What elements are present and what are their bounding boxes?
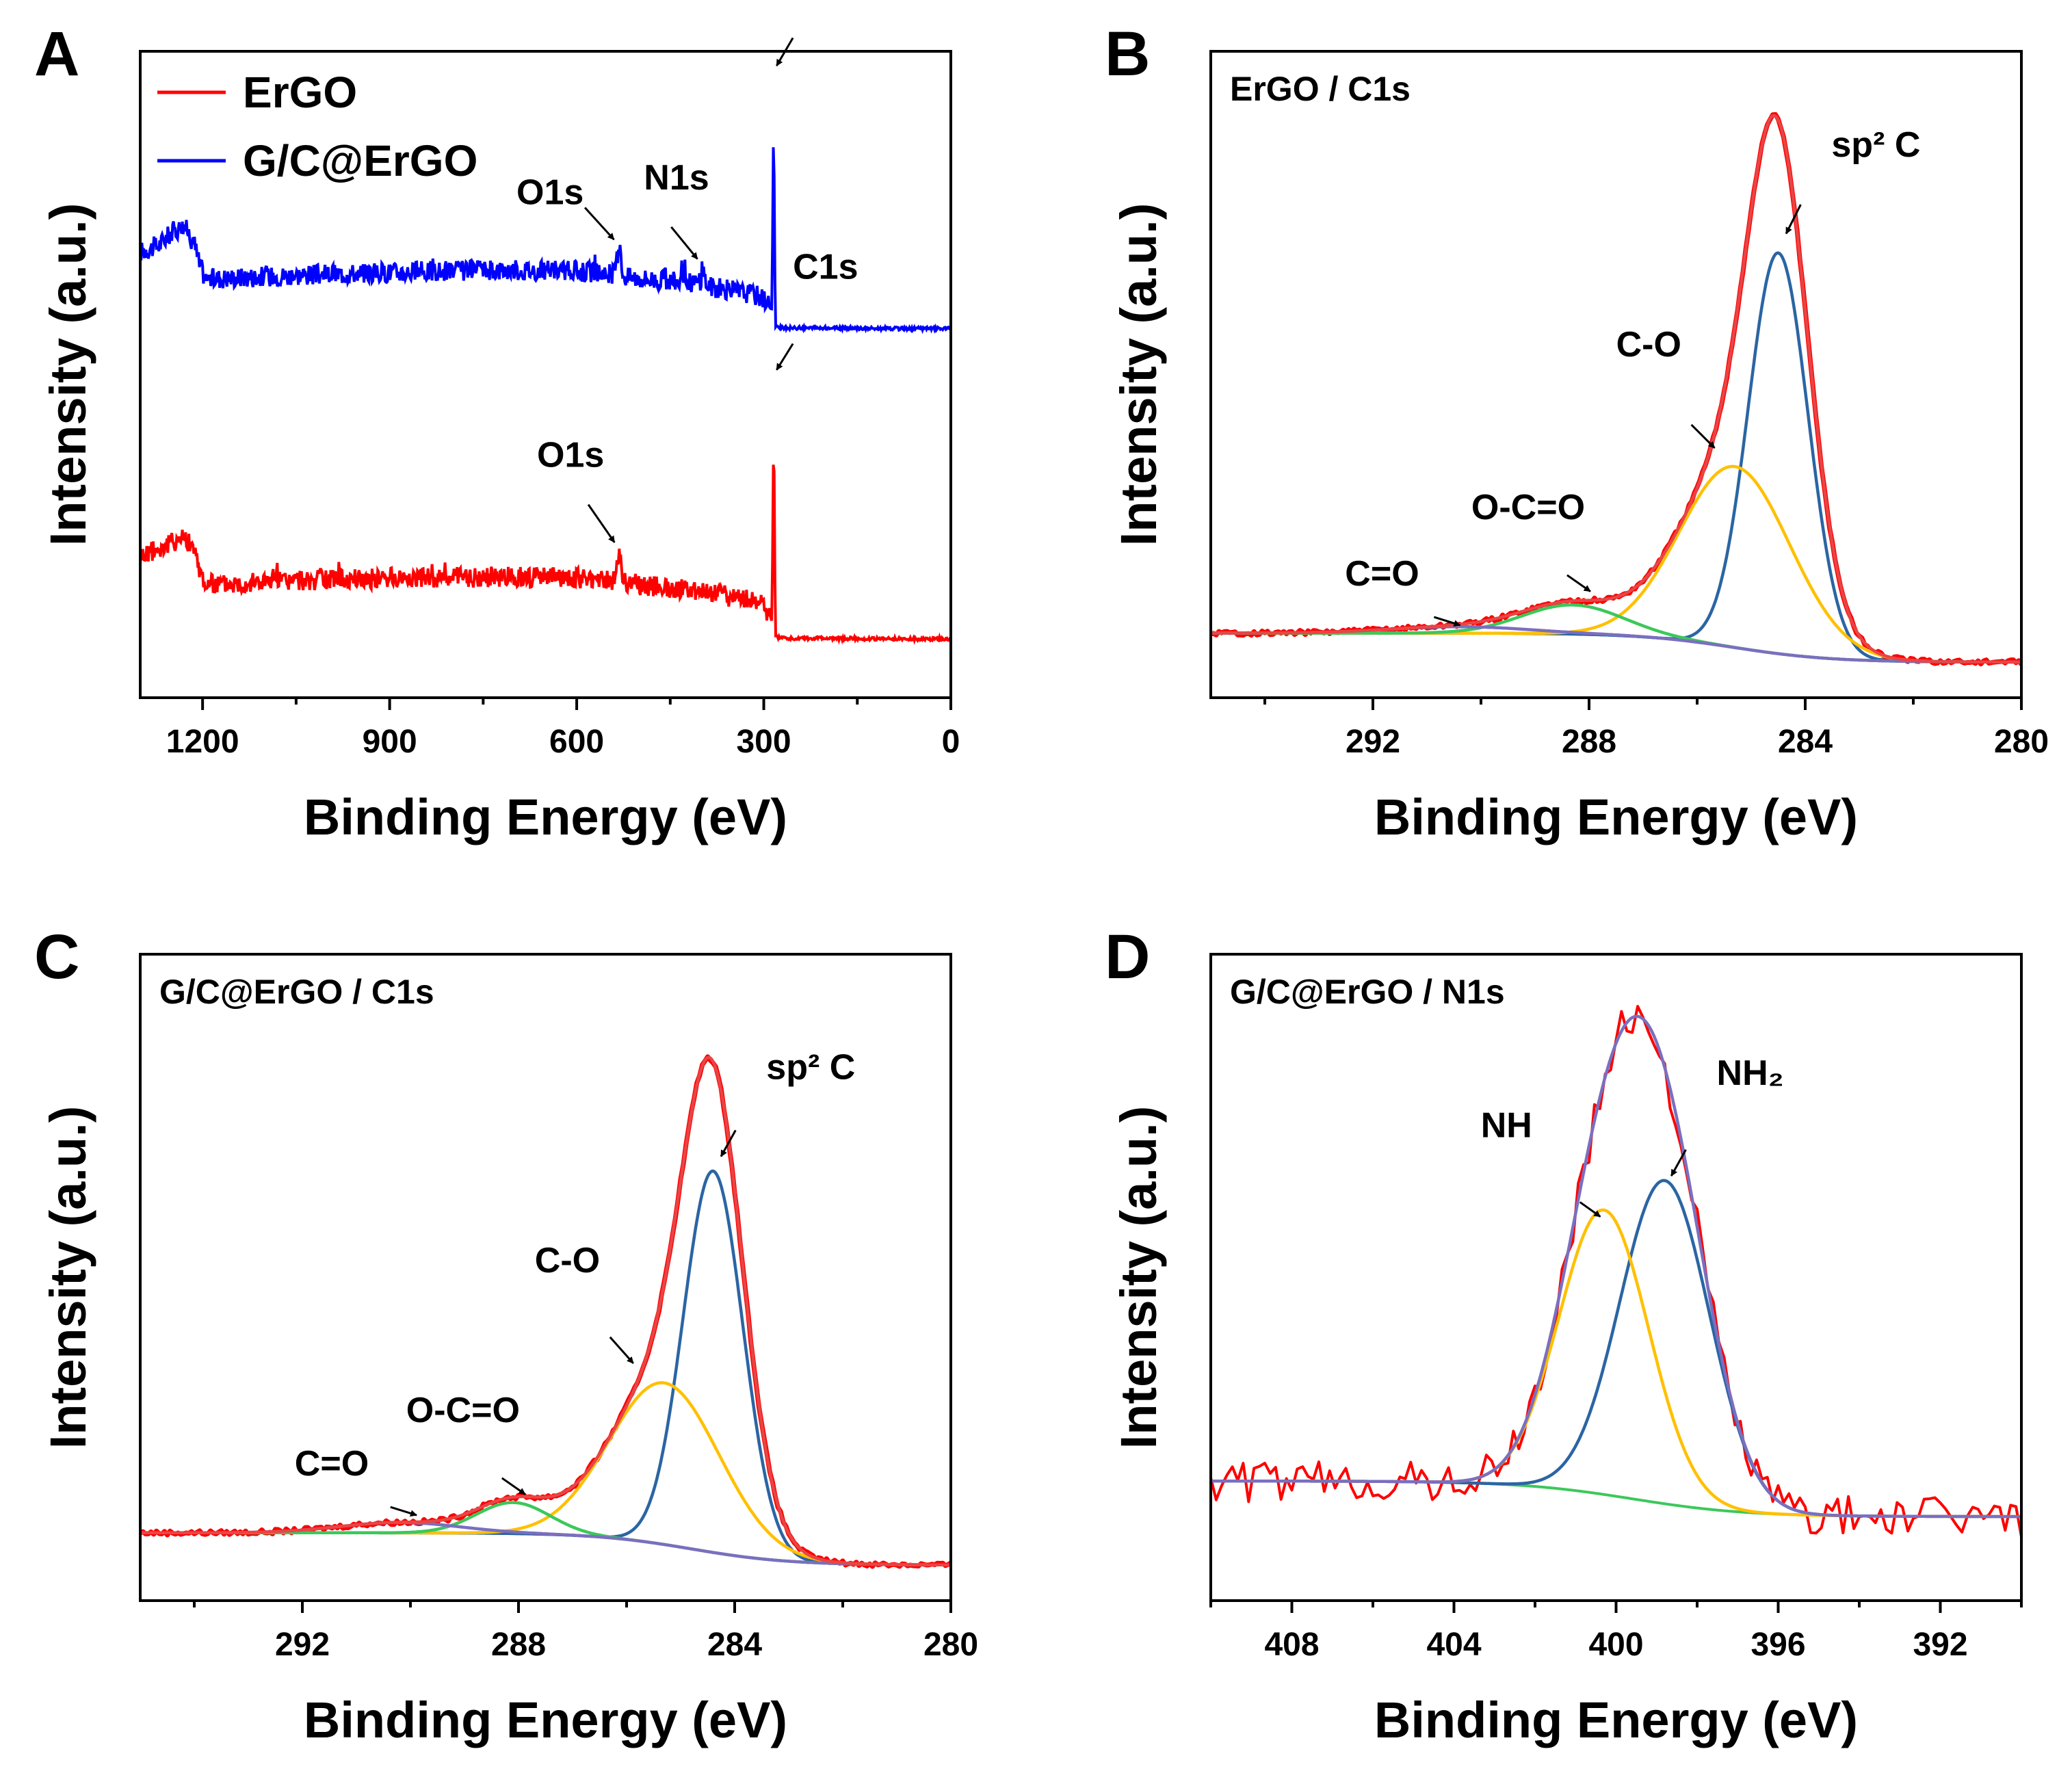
x-tick-label: 408 <box>1264 1627 1319 1663</box>
x-tick-label: 0 <box>942 724 960 760</box>
series-line-nh2 <box>1211 1179 2021 1519</box>
annotation-label: C=O <box>295 1444 369 1484</box>
annotation-label: C-O <box>1616 325 1681 365</box>
plot-area <box>140 1054 951 1569</box>
plot-area <box>1211 111 2021 667</box>
x-tick-label: 404 <box>1426 1627 1481 1663</box>
annotation-arrow <box>720 1129 737 1157</box>
annotation-arrow <box>1433 616 1461 627</box>
panel-letter: A <box>34 19 79 89</box>
y-axis-title: Intensity (a.u.) <box>1110 203 1167 547</box>
annotation-arrow <box>390 1506 418 1517</box>
series-line-background <box>1211 1480 2021 1519</box>
annotation-arrow <box>609 1336 634 1365</box>
x-tick-label: 288 <box>1562 724 1616 760</box>
annotation-arrow <box>1785 204 1802 235</box>
annotation-arrow <box>583 207 615 241</box>
x-tick-label: 300 <box>736 724 791 760</box>
y-axis-title: Intensity (a.u.) <box>40 1106 96 1449</box>
annotation-label: C1s <box>793 248 858 287</box>
series-line-fitted-envelope <box>140 1055 951 1567</box>
x-tick-label: 284 <box>1778 724 1833 760</box>
annotation-label: sp² C <box>766 1047 855 1087</box>
annotation-arrow <box>587 503 616 543</box>
annotation-arrow <box>1670 1149 1687 1177</box>
annotation-label: sp² C <box>1831 125 1920 165</box>
legend: ErGO G/C@ErGO <box>157 68 477 185</box>
series-line-c-o <box>140 1381 951 1567</box>
x-tick-label: 1200 <box>166 724 239 760</box>
panel-title: ErGO / C1s <box>1230 70 1411 108</box>
plot-frame <box>1209 50 2023 699</box>
series-line-ergo <box>140 464 951 645</box>
annotation-arrow <box>1566 574 1591 592</box>
x-axis-title: Binding Energy (eV) <box>304 1692 787 1748</box>
y-axis-title: Intensity (a.u.) <box>1110 1106 1167 1449</box>
x-axis-title: Binding Energy (eV) <box>1374 789 1858 845</box>
series-line-raw-data <box>1211 111 2021 667</box>
annotation-arrow <box>1690 423 1716 449</box>
panel-title: G/C@ErGO / C1s <box>159 973 434 1011</box>
plot-frame <box>139 50 952 699</box>
panel-A: A 1200 900 600 300 0 Binding Energy (eV) Intens… <box>34 19 960 845</box>
x-tick-label: 292 <box>275 1627 330 1663</box>
annotation-arrow <box>670 226 698 260</box>
panel-C: C G/C@ErGO / C1s 292 288 284 280 Binding Energ… <box>34 922 978 1748</box>
annotation-label: O-C=O <box>406 1391 520 1430</box>
legend-label: G/C@ErGO <box>243 136 477 185</box>
x-tick-label: 292 <box>1346 724 1400 760</box>
series-line-fitted-envelope <box>1211 1014 2021 1519</box>
annotation-label: NH₂ <box>1717 1053 1784 1093</box>
annotation-label: N1s <box>644 158 709 198</box>
x-tick-label: 280 <box>923 1627 978 1663</box>
annotation-arrow <box>776 343 794 371</box>
series-line-raw-data <box>1211 1005 2021 1538</box>
annotation-label: O-C=O <box>1471 488 1585 527</box>
panel-letter: B <box>1105 19 1150 89</box>
panel-letter: C <box>34 922 79 992</box>
panel-B: B ErGO / C1s 292 288 284 280 Binding Energy (e… <box>1105 19 2049 845</box>
x-axis-title: Binding Energy (eV) <box>304 789 787 845</box>
x-axis-title: Binding Energy (eV) <box>1374 1692 1858 1748</box>
x-tick-label: 400 <box>1588 1627 1643 1663</box>
series-line-sp2-c <box>1211 251 2021 664</box>
panel-letter: D <box>1105 922 1150 992</box>
annotation-label: C-O <box>535 1241 600 1280</box>
annotation-arrow <box>1579 1201 1601 1218</box>
x-tick-label: 900 <box>363 724 417 760</box>
annotation-arrow <box>776 37 794 67</box>
series-line-fitted-envelope <box>1211 114 2021 664</box>
y-axis-title: Intensity (a.u.) <box>40 203 96 547</box>
x-tick-label: 392 <box>1913 1627 1967 1663</box>
plot-frame <box>139 953 952 1602</box>
x-tick-label: 280 <box>1994 724 2049 760</box>
annotation-arrow <box>501 1477 526 1495</box>
annotation-label: C=O <box>1345 554 1419 594</box>
panel-title: G/C@ErGO / N1s <box>1230 973 1505 1011</box>
series-line-g-c-ergo <box>140 147 951 334</box>
x-tick-label: 396 <box>1750 1627 1805 1663</box>
x-tick-label: 288 <box>491 1627 546 1663</box>
annotation-label: O1s <box>537 436 604 475</box>
series-line-raw-data <box>140 1054 951 1569</box>
x-tick-label: 284 <box>707 1627 762 1663</box>
plot-area <box>140 147 951 645</box>
panel-D: D G/C@ErGO / N1s 408 404 400 396 392 Binding En… <box>1105 922 2023 1748</box>
x-tick-label: 600 <box>549 724 604 760</box>
series-line-nh <box>1211 1208 2021 1519</box>
annotation-label: O1s <box>516 173 583 213</box>
plot-area <box>1211 1005 2021 1538</box>
series-line-sp2-c <box>140 1169 951 1567</box>
annotation-label: NH <box>1481 1105 1532 1145</box>
legend-label: ErGO <box>243 68 357 117</box>
